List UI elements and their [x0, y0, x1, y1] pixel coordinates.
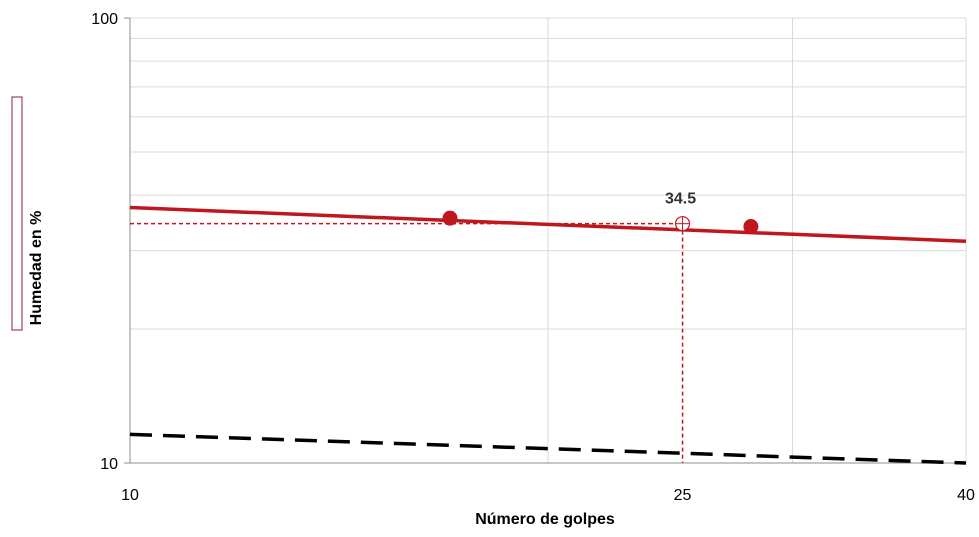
labels-layer: Número de golpes Humedad en % 10 25 40 10 10… [28, 11, 975, 528]
y-tick-label: 100 [91, 11, 118, 28]
x-tick-label: 10 [121, 487, 139, 504]
data-point [442, 210, 458, 226]
left-decorative-frame [11, 96, 23, 331]
x-tick-label: 25 [674, 487, 692, 504]
y-axis-title: Humedad en % [28, 211, 45, 326]
series-layer [129, 205, 967, 465]
x-tick-label: 40 [957, 487, 975, 504]
data-point [743, 218, 759, 234]
trend-line [129, 205, 967, 244]
annotation-label: 34.5 [665, 191, 696, 208]
dashed-reference-line [129, 432, 967, 465]
x-axis-title: Número de golpes [475, 511, 615, 528]
y-tick-label: 10 [100, 456, 118, 473]
